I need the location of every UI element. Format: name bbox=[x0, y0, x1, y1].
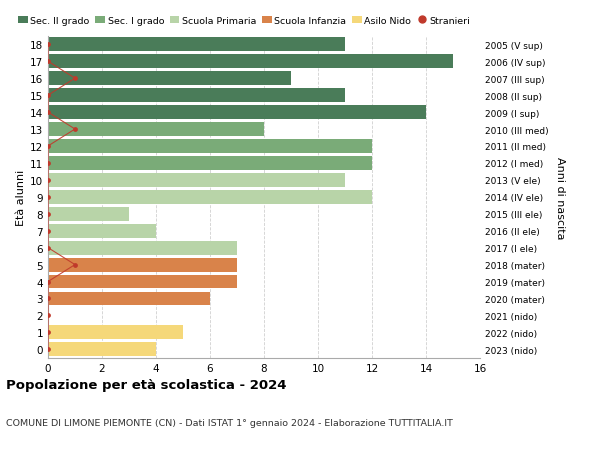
Bar bbox=[48, 72, 291, 86]
Bar bbox=[48, 140, 372, 154]
Bar bbox=[48, 38, 345, 52]
Point bbox=[43, 346, 53, 353]
Point bbox=[43, 109, 53, 117]
Point bbox=[43, 160, 53, 167]
Point bbox=[43, 41, 53, 49]
Point bbox=[43, 245, 53, 252]
Bar bbox=[48, 55, 453, 69]
Point bbox=[43, 58, 53, 66]
Point bbox=[43, 194, 53, 201]
Bar bbox=[48, 241, 237, 255]
Text: COMUNE DI LIMONE PIEMONTE (CN) - Dati ISTAT 1° gennaio 2024 - Elaborazione TUTTI: COMUNE DI LIMONE PIEMONTE (CN) - Dati IS… bbox=[6, 418, 453, 427]
Bar bbox=[48, 157, 372, 170]
Point bbox=[70, 126, 80, 134]
Point bbox=[43, 278, 53, 285]
Bar bbox=[48, 190, 372, 204]
Bar bbox=[48, 123, 264, 137]
Bar bbox=[48, 342, 156, 357]
Bar bbox=[48, 89, 345, 103]
Bar bbox=[48, 174, 345, 187]
Bar bbox=[48, 207, 129, 221]
Point bbox=[43, 329, 53, 336]
Point bbox=[43, 211, 53, 218]
Bar bbox=[48, 326, 183, 340]
Bar bbox=[48, 106, 426, 120]
Point bbox=[43, 143, 53, 150]
Point bbox=[43, 92, 53, 100]
Point bbox=[43, 312, 53, 319]
Point bbox=[70, 261, 80, 269]
Point bbox=[43, 177, 53, 184]
Text: Popolazione per età scolastica - 2024: Popolazione per età scolastica - 2024 bbox=[6, 379, 287, 392]
Bar bbox=[48, 224, 156, 238]
Bar bbox=[48, 292, 210, 306]
Y-axis label: Anni di nascita: Anni di nascita bbox=[555, 156, 565, 239]
Legend: Sec. II grado, Sec. I grado, Scuola Primaria, Scuola Infanzia, Asilo Nido, Stran: Sec. II grado, Sec. I grado, Scuola Prim… bbox=[18, 17, 470, 26]
Point bbox=[70, 75, 80, 83]
Bar bbox=[48, 258, 237, 272]
Bar bbox=[48, 275, 237, 289]
Y-axis label: Età alunni: Età alunni bbox=[16, 169, 26, 225]
Point bbox=[43, 295, 53, 302]
Point bbox=[43, 228, 53, 235]
